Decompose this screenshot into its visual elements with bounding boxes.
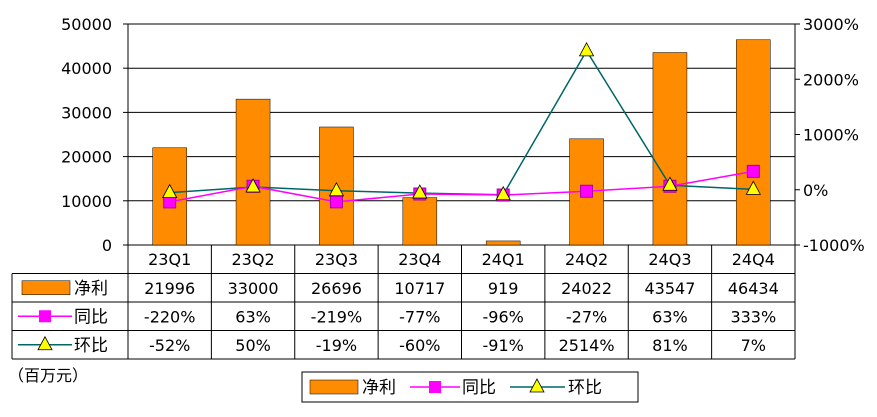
y-left-tick-label: 10000 (61, 192, 112, 211)
table-cell: 2514% (559, 336, 615, 355)
bar-24Q3 (652, 52, 688, 246)
y-right-tick-label: 3000% (803, 15, 859, 34)
table-cell: 333% (730, 307, 776, 326)
y-left-tick-label: 30000 (61, 103, 112, 122)
bar-23Q4 (402, 197, 438, 246)
marker-环比-23Q2 (245, 178, 261, 193)
table-header-23Q4: 23Q4 (398, 250, 441, 269)
marker-同比-24Q4 (746, 164, 760, 178)
bar-24Q4 (736, 39, 771, 246)
legend-key-净利 (309, 379, 359, 395)
table-cell: 10717 (394, 279, 445, 298)
table-row-label-环比: 环比 (74, 336, 108, 356)
marker-同比-23Q3 (329, 195, 343, 209)
marker-环比-24Q2 (578, 42, 595, 57)
table-cell: 21996 (144, 279, 195, 298)
legend-label-环比: 环比 (568, 378, 602, 398)
table-cell: -220% (144, 307, 196, 326)
table-cell: 43547 (644, 279, 695, 298)
table-key-marker-同比 (39, 310, 51, 323)
y-right-tick-label: -1000% (803, 236, 865, 255)
plot-frame (127, 23, 796, 246)
bar-23Q1 (152, 147, 187, 246)
marker-环比-23Q1 (162, 183, 178, 199)
y-left-tick-label: 40000 (61, 59, 112, 78)
legend-label-同比: 同比 (462, 378, 496, 398)
y-left-tick-label: 50000 (61, 15, 112, 34)
line-同比 (169, 170, 754, 203)
table-key-净利 (21, 280, 71, 295)
marker-环比-24Q4 (745, 180, 761, 195)
table-cell: -219% (311, 307, 363, 326)
table-cell: 46434 (728, 279, 779, 298)
table-key-marker-环比 (37, 335, 53, 351)
table-header-23Q2: 23Q2 (231, 250, 274, 269)
y-right-tick-label: 1000% (803, 126, 859, 145)
y-right-tick-label: 0% (803, 181, 828, 200)
table-row-label-同比: 同比 (74, 307, 108, 327)
table-cell: -19% (316, 336, 357, 355)
marker-环比-23Q3 (328, 181, 345, 197)
table-cell: 63% (235, 307, 271, 326)
table-header-24Q2: 24Q2 (565, 250, 608, 269)
legend-key-marker-环比 (529, 378, 545, 393)
legend-key-marker-同比 (429, 381, 441, 393)
table-header-24Q1: 24Q1 (482, 250, 525, 269)
table-cell: -52% (149, 336, 190, 355)
y-left-tick-label: 20000 (61, 148, 112, 167)
table-row-label-净利: 净利 (74, 279, 108, 299)
bar-24Q1 (485, 240, 521, 246)
table-header-23Q1: 23Q1 (148, 250, 191, 269)
table-cell: -96% (483, 307, 524, 326)
table-cell: 919 (488, 279, 519, 298)
marker-环比-23Q4 (412, 184, 428, 199)
table-cell: -60% (399, 336, 440, 355)
unit-label: （百万元） (8, 366, 88, 385)
table-cell: 7% (741, 336, 766, 355)
marker-环比-24Q3 (662, 176, 678, 191)
table-cell: 81% (652, 336, 688, 355)
table-cell: -77% (399, 307, 440, 326)
table-cell: -91% (483, 336, 524, 355)
y-right-tick-label: 2000% (803, 70, 859, 89)
table-cell: 24022 (561, 279, 612, 298)
table-header-24Q4: 24Q4 (732, 250, 775, 269)
table-cell: 50% (235, 336, 271, 355)
y-left-tick-label: 0 (102, 236, 112, 255)
table-cell: 63% (652, 307, 688, 326)
table-cell: -27% (566, 307, 607, 326)
legend-label-净利: 净利 (362, 378, 396, 398)
table-cell: 33000 (228, 279, 279, 298)
bar-23Q2 (235, 98, 271, 246)
marker-同比-24Q2 (580, 184, 594, 198)
table-header-23Q3: 23Q3 (315, 250, 358, 269)
marker-环比-24Q1 (495, 185, 511, 201)
table-cell: 26696 (311, 279, 362, 298)
table-header-24Q3: 24Q3 (648, 250, 691, 269)
